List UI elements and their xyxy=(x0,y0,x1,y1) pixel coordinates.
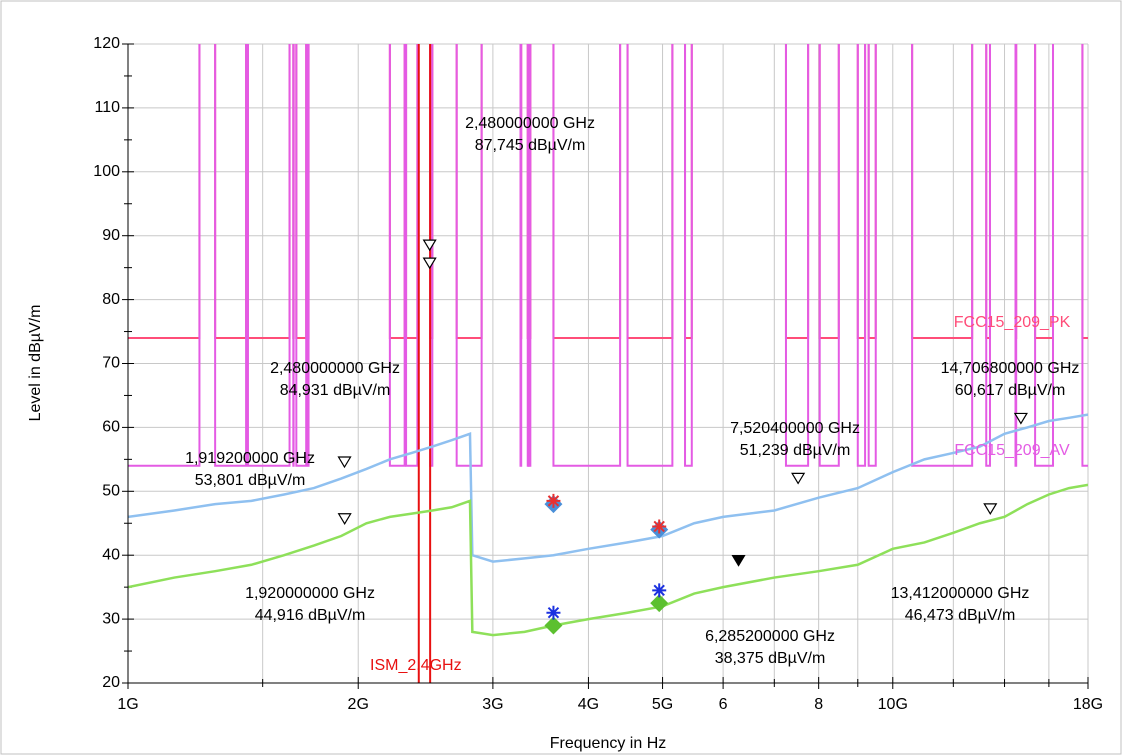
limit-band xyxy=(784,44,810,467)
y-tick-label: 120 xyxy=(93,35,120,52)
marker xyxy=(731,554,746,567)
x-tick-label: 4G xyxy=(578,696,599,713)
overlay: 20 30 40 50 60 70 80 90 100 110 120 1G 2G 3G 4G 5G 6 8 10G… xyxy=(93,35,1103,713)
marker-level: 53,801 dBµV/m xyxy=(195,472,306,489)
marker-level: 44,916 dBµV/m xyxy=(255,607,366,624)
x-tick-label: 10G xyxy=(878,696,908,713)
x-tick-label: 2G xyxy=(348,696,369,713)
y-tick-label: 70 xyxy=(102,355,120,372)
trace xyxy=(128,413,1088,563)
final-diamond xyxy=(544,616,563,635)
limit-band xyxy=(818,44,840,467)
x-tick-label: 18G xyxy=(1073,696,1103,713)
limit-label: FCC15_209_AV xyxy=(954,442,1070,459)
limit-band xyxy=(1034,44,1055,467)
marker xyxy=(422,257,437,270)
marker xyxy=(791,472,806,485)
limit-band xyxy=(1081,44,1088,467)
limit-band xyxy=(626,44,674,467)
final-star xyxy=(652,519,667,534)
y-axis-label: Level in dBµV/m xyxy=(27,305,44,422)
marker-level: 46,473 dBµV/m xyxy=(905,607,1016,624)
limit-band xyxy=(1014,44,1018,467)
marker-freq: 2,480000000 GHz xyxy=(270,360,400,377)
y-tick-label: 110 xyxy=(94,99,120,116)
limit-band xyxy=(552,44,622,467)
marker xyxy=(1013,412,1028,425)
limit-band xyxy=(295,44,308,467)
marker-freq: 13,412000000 GHz xyxy=(891,585,1030,602)
marker-level: 87,745 dBµV/m xyxy=(475,137,586,154)
y-tick-label: 60 xyxy=(102,419,120,436)
marker xyxy=(337,513,352,525)
final-star xyxy=(652,583,667,598)
marker-level: 38,375 dBµV/m xyxy=(715,650,826,667)
plot xyxy=(128,44,1088,683)
marker xyxy=(337,456,352,469)
marker-freq: 2,480000000 GHz xyxy=(465,115,595,132)
limit-band xyxy=(388,44,406,467)
x-axis-label: Frequency in Hz xyxy=(550,735,667,752)
marker-level: 60,617 dBµV/m xyxy=(955,382,1066,399)
final-diamond xyxy=(650,594,669,613)
y-tick-label: 100 xyxy=(93,163,120,180)
limit-band xyxy=(405,44,419,467)
limit-band xyxy=(867,44,877,467)
limit-band xyxy=(246,44,291,467)
marker-freq: 1,920000000 GHz xyxy=(245,585,375,602)
marker-level: 51,239 dBµV/m xyxy=(740,442,851,459)
marker-freq: 1,919200000 GHz xyxy=(185,450,315,467)
limit-band xyxy=(528,44,532,467)
ism-label: ISM_2.4GHz xyxy=(370,657,462,674)
limit-band xyxy=(455,44,483,467)
limit-band xyxy=(519,44,523,467)
x-tick-label: 5G xyxy=(652,696,673,713)
limit-band xyxy=(985,44,991,467)
x-tick-label: 3G xyxy=(482,696,503,713)
y-tick-label: 50 xyxy=(102,483,120,500)
limit-band xyxy=(684,44,693,467)
y-tick-label: 80 xyxy=(102,291,120,308)
limit-label: FCC15_209_PK xyxy=(954,314,1071,331)
y-tick-label: 90 xyxy=(102,227,120,244)
marker xyxy=(983,503,998,516)
marker-freq: 7,520400000 GHz xyxy=(730,420,860,437)
x-tick-label: 8 xyxy=(814,696,823,713)
marker xyxy=(422,239,437,252)
limit-band xyxy=(128,44,201,467)
limit-band xyxy=(214,44,248,467)
marker-freq: 6,285200000 GHz xyxy=(705,628,835,645)
trace xyxy=(128,483,1088,637)
marker-freq: 14,706800000 GHz xyxy=(941,360,1080,377)
y-tick-label: 20 xyxy=(102,674,120,691)
final-star xyxy=(546,605,561,620)
x-tick-label: 1G xyxy=(117,696,138,713)
limit-band xyxy=(306,44,310,467)
limit-band xyxy=(856,44,867,467)
marker-level: 84,931 dBµV/m xyxy=(280,382,391,399)
final-star xyxy=(546,493,561,508)
x-tick-label: 6 xyxy=(719,696,728,713)
y-tick-label: 40 xyxy=(102,546,120,563)
limit-band xyxy=(911,44,974,467)
y-tick-label: 30 xyxy=(102,610,120,627)
